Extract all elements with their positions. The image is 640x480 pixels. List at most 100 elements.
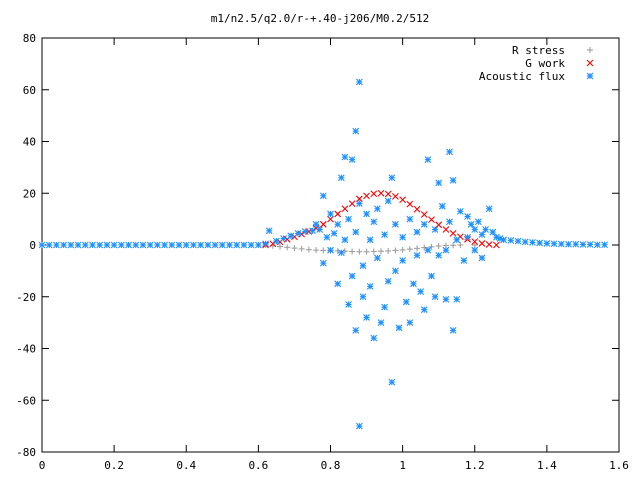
data-point — [464, 213, 471, 220]
data-point — [348, 156, 356, 164]
data-point — [262, 240, 269, 248]
data-point — [395, 324, 403, 332]
data-point — [370, 218, 378, 226]
data-point — [471, 242, 478, 248]
data-point — [341, 205, 349, 213]
data-point — [377, 248, 384, 255]
data-point — [240, 241, 248, 249]
data-point — [359, 262, 367, 270]
data-point — [348, 272, 356, 280]
data-point — [254, 241, 262, 249]
data-point — [341, 236, 349, 244]
data-point — [442, 295, 450, 303]
data-point — [392, 267, 399, 275]
data-point — [348, 200, 356, 207]
data-point — [197, 241, 205, 249]
data-point — [277, 243, 284, 250]
data-point — [352, 127, 360, 135]
data-point — [478, 240, 486, 247]
data-point — [507, 236, 515, 244]
data-point — [287, 232, 295, 240]
data-point — [402, 298, 410, 306]
data-point — [319, 192, 327, 200]
data-point — [45, 241, 53, 249]
x-tick-label: 1 — [399, 459, 406, 472]
data-point — [233, 241, 241, 249]
data-point — [593, 241, 601, 249]
data-point — [449, 229, 457, 237]
data-point — [53, 241, 60, 249]
data-point — [565, 240, 572, 248]
data-point — [392, 247, 399, 254]
data-point — [352, 228, 360, 236]
data-point — [81, 241, 89, 249]
data-point — [218, 241, 226, 249]
data-point — [529, 239, 536, 246]
data-point — [482, 226, 489, 233]
data-point — [420, 211, 428, 218]
data-point — [392, 220, 399, 228]
data-point — [492, 233, 500, 241]
data-point — [471, 226, 479, 233]
data-point — [464, 233, 471, 241]
data-point — [323, 233, 331, 241]
data-point — [247, 241, 255, 249]
data-point — [132, 241, 140, 249]
data-point — [449, 326, 457, 334]
data-point — [370, 334, 378, 342]
legend-marker — [586, 72, 594, 80]
data-point — [269, 240, 277, 248]
data-point — [453, 236, 461, 244]
data-point — [413, 251, 421, 259]
data-point — [352, 326, 360, 334]
data-point — [453, 295, 461, 303]
data-point — [410, 280, 417, 288]
data-point — [154, 241, 161, 249]
data-point — [146, 241, 154, 249]
data-point — [320, 247, 327, 254]
data-point — [457, 242, 464, 248]
data-point — [442, 246, 450, 254]
data-point — [175, 241, 183, 249]
data-point — [392, 192, 399, 200]
series-star — [38, 78, 608, 430]
data-point — [431, 293, 439, 301]
data-point — [414, 245, 421, 252]
data-point — [388, 174, 396, 182]
data-point — [543, 240, 551, 247]
data-point — [413, 228, 421, 236]
data-point — [435, 179, 443, 187]
data-point — [388, 378, 396, 386]
data-point — [313, 247, 320, 254]
data-point — [355, 200, 363, 207]
data-point — [161, 241, 169, 249]
data-point — [319, 259, 327, 267]
data-point — [305, 246, 312, 253]
data-point — [384, 190, 392, 198]
data-point — [370, 248, 377, 255]
data-point — [471, 238, 479, 246]
data-point — [337, 174, 345, 182]
data-point — [377, 189, 385, 197]
data-point — [370, 190, 378, 198]
data-point — [442, 226, 450, 233]
y-tick-label: 20 — [23, 187, 36, 200]
chart-title: m1/n2.5/q2.0/r-+.40-j206/M0.2/512 — [211, 12, 430, 25]
data-point — [356, 248, 363, 255]
y-tick-label: -60 — [16, 394, 36, 407]
data-point — [67, 241, 75, 249]
y-tick-label: 0 — [29, 239, 36, 252]
data-point — [273, 237, 280, 245]
data-series-layer — [38, 78, 608, 430]
data-point — [204, 241, 212, 249]
data-point — [280, 235, 288, 242]
data-point — [384, 277, 392, 285]
data-point — [316, 226, 324, 233]
data-point — [125, 241, 132, 249]
data-point — [301, 228, 309, 235]
data-point — [377, 319, 385, 327]
data-point — [211, 241, 219, 249]
data-point — [471, 246, 479, 254]
